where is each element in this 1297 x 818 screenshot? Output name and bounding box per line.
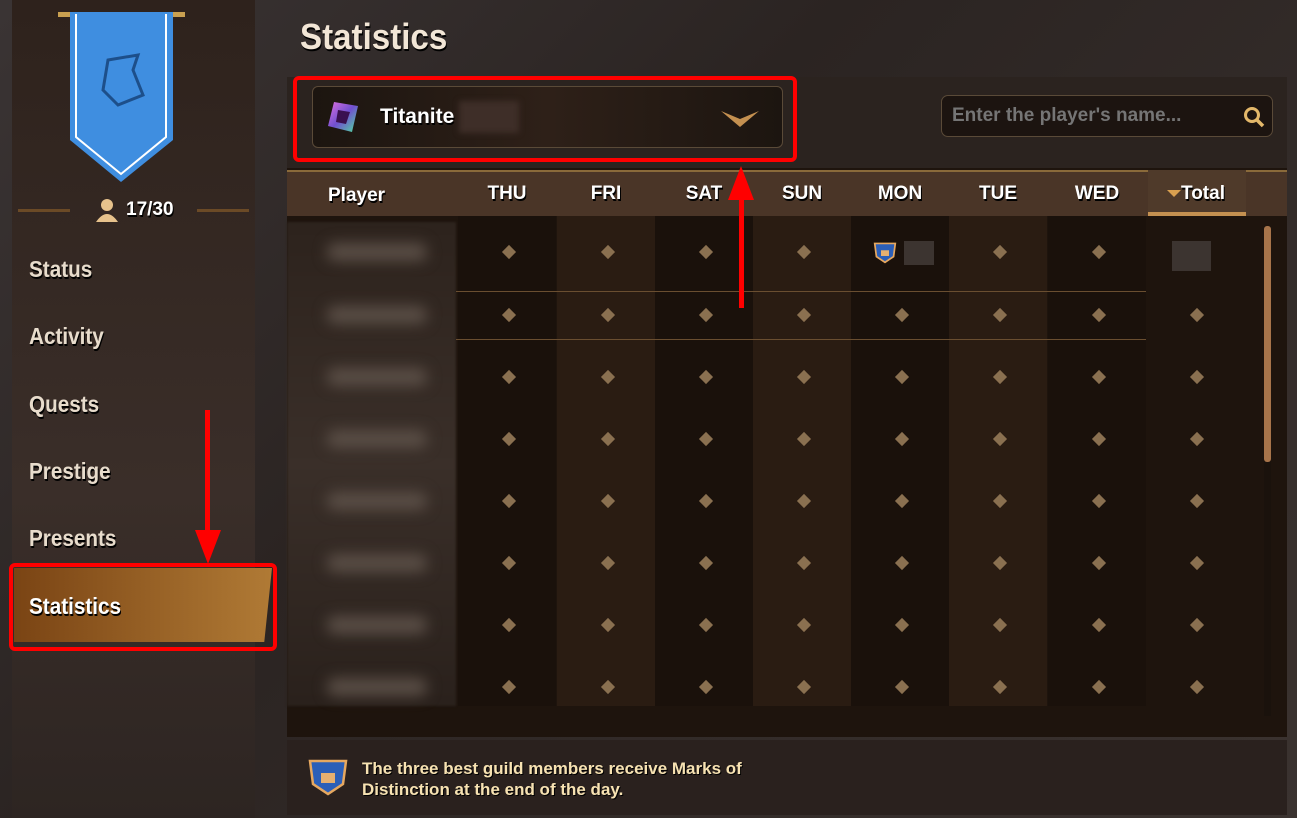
red-arrow <box>739 190 744 308</box>
mark-of-distinction-icon <box>308 759 348 796</box>
sidebar-item-quests[interactable]: Quests <box>29 391 100 417</box>
sidebar-item-prestige[interactable]: Prestige <box>29 458 111 484</box>
search-icon[interactable] <box>1243 106 1265 128</box>
page-title: Statistics <box>300 16 448 57</box>
day-column <box>557 216 655 706</box>
player-name-blurred[interactable] <box>327 554 427 572</box>
sidebar-item-statistics[interactable]: Statistics <box>29 593 122 619</box>
column-header-player[interactable]: Player <box>328 185 386 206</box>
member-count: 17/30 <box>96 198 174 222</box>
player-name-blurred[interactable] <box>327 430 427 448</box>
sidebar-item-status[interactable]: Status <box>29 256 93 282</box>
red-arrow <box>205 410 210 540</box>
total-value-blurred <box>1172 241 1211 271</box>
player-name-blurred[interactable] <box>327 306 427 324</box>
player-name-blurred[interactable] <box>327 616 427 634</box>
scrollbar-thumb[interactable] <box>1264 226 1271 462</box>
column-header-sat[interactable]: SAT <box>685 183 723 204</box>
member-icon <box>96 199 118 222</box>
footer-text: The three best guild members receive Mar… <box>362 759 742 799</box>
day-column <box>753 216 851 706</box>
row-divider <box>456 339 1146 340</box>
arrow-head-up-icon <box>728 166 754 200</box>
row-divider <box>456 291 1146 292</box>
scrollbar[interactable] <box>1264 226 1271 716</box>
column-header-wed[interactable]: WED <box>1074 183 1120 204</box>
sort-descending-icon[interactable] <box>1167 190 1181 197</box>
player-name-blurred[interactable] <box>327 492 427 510</box>
blurred-value <box>459 101 519 133</box>
day-column <box>458 216 556 706</box>
column-header-tue[interactable]: TUE <box>979 183 1017 204</box>
column-header-total-label[interactable]: Total <box>1181 183 1225 204</box>
dropdown-selected: Titanite <box>380 105 455 128</box>
player-search-input[interactable] <box>941 95 1273 137</box>
info-footer: The three best guild members receive Mar… <box>287 740 1287 815</box>
chevron-down-icon <box>721 111 759 127</box>
titanite-crystal-icon <box>328 102 358 132</box>
player-name-blurred[interactable] <box>327 678 427 696</box>
guild-banner-icon <box>58 12 185 182</box>
sidebar-item-activity[interactable]: Activity <box>29 323 104 349</box>
table-header: Player <box>287 170 1287 216</box>
player-name-blurred[interactable] <box>327 368 427 386</box>
sidebar-item-presents[interactable]: Presents <box>29 525 117 551</box>
day-column <box>1048 216 1146 706</box>
divider <box>197 209 249 212</box>
column-header-sun[interactable]: SUN <box>781 183 823 204</box>
day-column <box>949 216 1047 706</box>
highlight-box <box>293 76 797 162</box>
resource-dropdown[interactable]: Titanite <box>312 86 783 148</box>
arrow-head-down-icon <box>195 530 221 564</box>
highlight-box <box>9 563 277 651</box>
day-column <box>851 216 949 706</box>
column-header-fri[interactable]: FRI <box>590 183 622 204</box>
player-name-blurred[interactable] <box>327 243 427 261</box>
active-nav-highlight <box>14 568 272 642</box>
mark-of-distinction-icon <box>873 242 897 264</box>
divider <box>18 209 70 212</box>
member-count-text: 17/30 <box>126 199 174 220</box>
column-header-mon[interactable]: MON <box>877 183 923 204</box>
column-header-thu[interactable]: THU <box>487 183 527 204</box>
blurred-value <box>904 241 934 265</box>
column-header-total[interactable] <box>1148 170 1246 216</box>
